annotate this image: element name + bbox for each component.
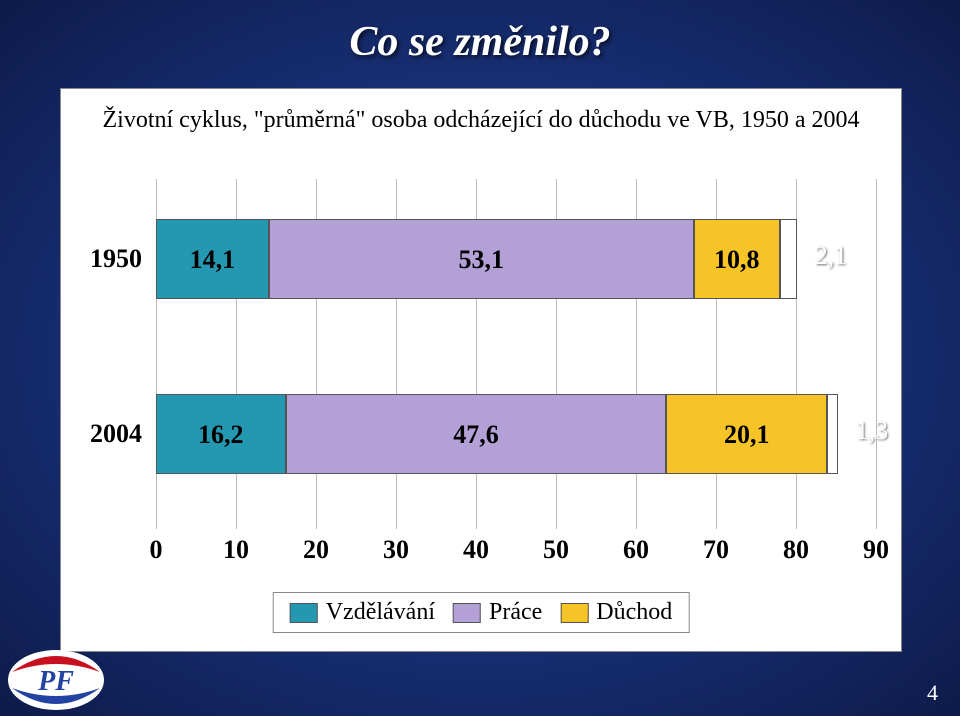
- bar-value-label: 47,6: [287, 395, 666, 475]
- legend-item: Práce: [453, 599, 542, 626]
- bar-row-2004: 200416,247,620,11,3: [156, 394, 876, 474]
- svg-text:PF: PF: [37, 666, 74, 697]
- legend-item: Důchod: [560, 599, 672, 626]
- legend-swatch: [290, 603, 318, 623]
- x-tick-label: 10: [223, 535, 249, 565]
- legend-item: Vzdělávání: [290, 599, 435, 626]
- logo: PF: [6, 648, 106, 712]
- x-tick-label: 60: [623, 535, 649, 565]
- bar-segment-důchod: 10,8: [694, 219, 780, 299]
- x-tick-label: 40: [463, 535, 489, 565]
- bar-segment-důchod: 20,1: [666, 394, 827, 474]
- legend-label: Důchod: [596, 599, 672, 626]
- grid-line: [876, 179, 877, 529]
- chart-title: Životní cyklus, "průměrná" osoba odcháze…: [61, 107, 901, 134]
- bar-value-label: 14,1: [157, 220, 268, 300]
- page-number: 4: [927, 680, 938, 706]
- plot-area: 195014,153,110,82,1200416,247,620,11,3: [156, 179, 876, 529]
- x-tick-label: 0: [150, 535, 163, 565]
- bar-value-label: 53,1: [270, 220, 693, 300]
- bar-segment-práce: 47,6: [286, 394, 667, 474]
- bar-segment-čtvrté: [780, 219, 797, 299]
- x-tick-label: 50: [543, 535, 569, 565]
- legend-label: Vzdělávání: [326, 599, 435, 626]
- bar-segment-čtvrté: [827, 394, 837, 474]
- bar-segment-vzdělávání: 14,1: [156, 219, 269, 299]
- legend-swatch: [453, 603, 481, 623]
- x-tick-label: 70: [703, 535, 729, 565]
- bar-value-label-outside: 1,3: [856, 416, 889, 446]
- x-tick-label: 30: [383, 535, 409, 565]
- bar-value-label: 20,1: [667, 395, 826, 475]
- x-tick-label: 20: [303, 535, 329, 565]
- bar-segment-vzdělávání: 16,2: [156, 394, 286, 474]
- x-tick-label: 80: [783, 535, 809, 565]
- x-tick-label: 90: [863, 535, 889, 565]
- legend-swatch: [560, 603, 588, 623]
- category-label: 1950: [90, 219, 142, 299]
- bar-row-1950: 195014,153,110,82,1: [156, 219, 876, 299]
- bar-value-label: 16,2: [157, 395, 285, 475]
- legend-label: Práce: [489, 599, 542, 626]
- slide-title: Co se změnilo?: [0, 0, 960, 66]
- bar-segment-práce: 53,1: [269, 219, 694, 299]
- bar-value-label-outside: 2,1: [815, 241, 848, 271]
- chart-container: Životní cyklus, "průměrná" osoba odcháze…: [60, 88, 902, 652]
- bar-value-label: 10,8: [695, 220, 779, 300]
- legend: Vzdělávání Práce Důchod: [273, 592, 690, 633]
- category-label: 2004: [90, 394, 142, 474]
